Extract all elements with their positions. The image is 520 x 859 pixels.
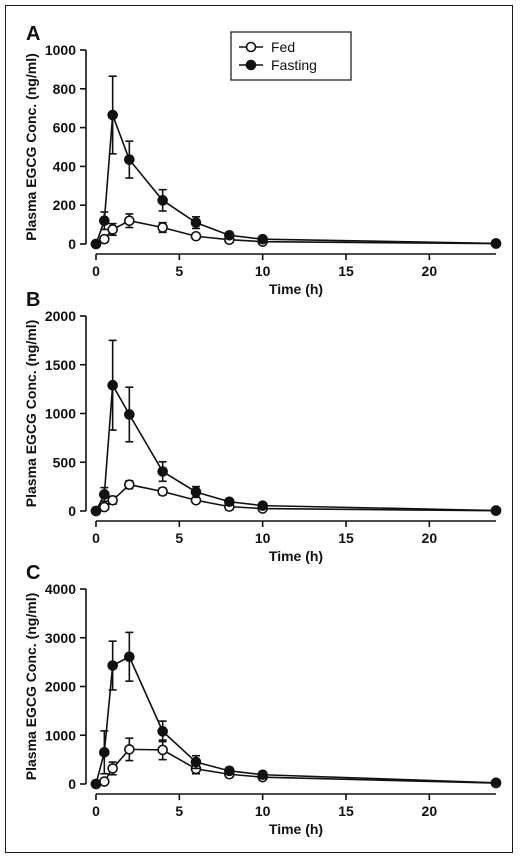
data-point-fasting bbox=[107, 109, 118, 121]
y-tick-label: 400 bbox=[53, 158, 77, 174]
x-tick-label: 5 bbox=[175, 530, 183, 546]
y-tick-label: 1000 bbox=[45, 727, 76, 743]
data-point-fasting bbox=[99, 215, 110, 227]
data-point-fasting bbox=[190, 756, 202, 768]
data-point-fasting bbox=[257, 500, 268, 511]
figure-frame: A 0 200 400 600 800 1000 0 5 10 15 20 Time (h) Plasma… bbox=[5, 5, 513, 853]
data-point-fasting bbox=[224, 496, 235, 508]
data-point-fed bbox=[124, 744, 135, 755]
y-axis-label: Plasma EGCG Conc. (ng/ml) bbox=[23, 53, 39, 240]
y-tick-label: 200 bbox=[53, 197, 77, 213]
x-tick-label: 0 bbox=[92, 263, 100, 279]
series-line-fasting bbox=[95, 655, 497, 785]
y-axis-label: Plasma EGCG Conc. (ng/ml) bbox=[23, 593, 39, 780]
x-tick-label: 15 bbox=[338, 530, 354, 546]
data-point-fed bbox=[157, 486, 168, 497]
chart-panel-b: B 0 500 1000 1500 2000 0 5 10 15 20 Time (h) Plasma … bbox=[23, 289, 502, 564]
legend: Fed Fasting bbox=[230, 31, 352, 81]
series-fasting bbox=[90, 339, 502, 517]
data-point-fed bbox=[157, 222, 168, 233]
data-point-fasting bbox=[107, 379, 118, 391]
x-tick-label: 5 bbox=[175, 803, 183, 819]
chart-panel-a: A 0 200 400 600 800 1000 0 5 10 15 20 Time (h) Plasma… bbox=[23, 23, 502, 297]
chart-panel-c: C 0 1000 2000 3000 4000 0 5 10 15 20 Time (h) Plasma… bbox=[23, 562, 502, 837]
data-point-fasting bbox=[124, 154, 135, 165]
data-point-fasting bbox=[257, 233, 268, 245]
legend-marker bbox=[245, 59, 257, 71]
legend-box bbox=[230, 31, 352, 81]
x-tick-label: 0 bbox=[92, 803, 100, 819]
data-point-fasting bbox=[90, 238, 102, 250]
data-point-fed bbox=[99, 233, 110, 245]
series-fed bbox=[90, 213, 502, 250]
panel-letter: B bbox=[26, 289, 40, 311]
series-line-fed bbox=[95, 748, 497, 785]
x-tick-label: 20 bbox=[422, 803, 438, 819]
data-point-fed bbox=[157, 744, 168, 756]
data-point-fasting bbox=[99, 489, 110, 500]
data-point-fasting bbox=[90, 778, 102, 790]
series-fasting bbox=[90, 631, 502, 790]
data-point-fed bbox=[107, 763, 118, 774]
data-point-fasting bbox=[107, 660, 118, 671]
y-tick-label: 600 bbox=[53, 120, 77, 136]
data-point-fasting bbox=[99, 747, 110, 758]
legend-marker bbox=[245, 41, 257, 53]
series-fasting bbox=[90, 75, 502, 250]
data-point-fasting bbox=[157, 195, 168, 206]
data-point-fasting bbox=[224, 765, 235, 777]
panel-letter: C bbox=[26, 562, 40, 584]
data-point-fasting bbox=[190, 217, 202, 228]
x-axis-label: Time (h) bbox=[269, 821, 323, 837]
data-point-fasting bbox=[124, 651, 135, 663]
x-tick-label: 10 bbox=[255, 263, 271, 279]
y-axis-label: Plasma EGCG Conc. (ng/ml) bbox=[23, 320, 39, 507]
y-tick-label: 1000 bbox=[45, 406, 76, 422]
legend-label: Fed bbox=[271, 39, 295, 55]
y-tick-label: 2000 bbox=[45, 308, 76, 324]
x-tick-label: 15 bbox=[338, 803, 354, 819]
data-point-fed bbox=[107, 494, 118, 506]
data-point-fed bbox=[107, 224, 118, 235]
y-tick-label: 1500 bbox=[45, 357, 76, 373]
data-point-fasting bbox=[90, 505, 102, 517]
data-point-fed bbox=[99, 501, 110, 513]
x-axis-label: Time (h) bbox=[269, 548, 323, 564]
x-tick-label: 10 bbox=[255, 530, 271, 546]
panel-letter: A bbox=[26, 23, 40, 45]
x-tick-label: 20 bbox=[422, 263, 438, 279]
data-point-fasting bbox=[257, 769, 268, 781]
legend-label: Fasting bbox=[271, 57, 317, 73]
data-point-fasting bbox=[190, 486, 202, 498]
x-tick-label: 20 bbox=[422, 530, 438, 546]
data-point-fed bbox=[124, 215, 135, 227]
data-point-fasting bbox=[490, 505, 502, 516]
data-point-fed bbox=[190, 230, 202, 242]
data-point-fasting bbox=[157, 726, 168, 737]
y-tick-label: 500 bbox=[53, 454, 77, 470]
data-point-fasting bbox=[124, 409, 135, 420]
series-line-fasting bbox=[95, 114, 497, 245]
data-point-fasting bbox=[490, 777, 502, 789]
y-tick-label: 1000 bbox=[45, 42, 76, 58]
y-tick-label: 4000 bbox=[45, 581, 76, 597]
y-tick-label: 3000 bbox=[45, 630, 76, 646]
y-tick-label: 2000 bbox=[45, 679, 76, 695]
x-tick-label: 15 bbox=[338, 263, 354, 279]
y-tick-label: 0 bbox=[68, 776, 76, 792]
series-line-fasting bbox=[95, 382, 497, 512]
data-point-fed bbox=[124, 479, 135, 490]
y-tick-label: 0 bbox=[68, 503, 76, 519]
x-tick-label: 5 bbox=[175, 263, 183, 279]
series-fed bbox=[90, 479, 502, 517]
y-tick-label: 800 bbox=[53, 81, 77, 97]
x-tick-label: 0 bbox=[92, 530, 100, 546]
y-tick-label: 0 bbox=[68, 236, 76, 252]
data-point-fasting bbox=[157, 466, 168, 477]
data-point-fasting bbox=[490, 238, 502, 249]
x-axis-label: Time (h) bbox=[269, 281, 323, 297]
x-tick-label: 10 bbox=[255, 803, 271, 819]
data-point-fasting bbox=[224, 229, 235, 241]
